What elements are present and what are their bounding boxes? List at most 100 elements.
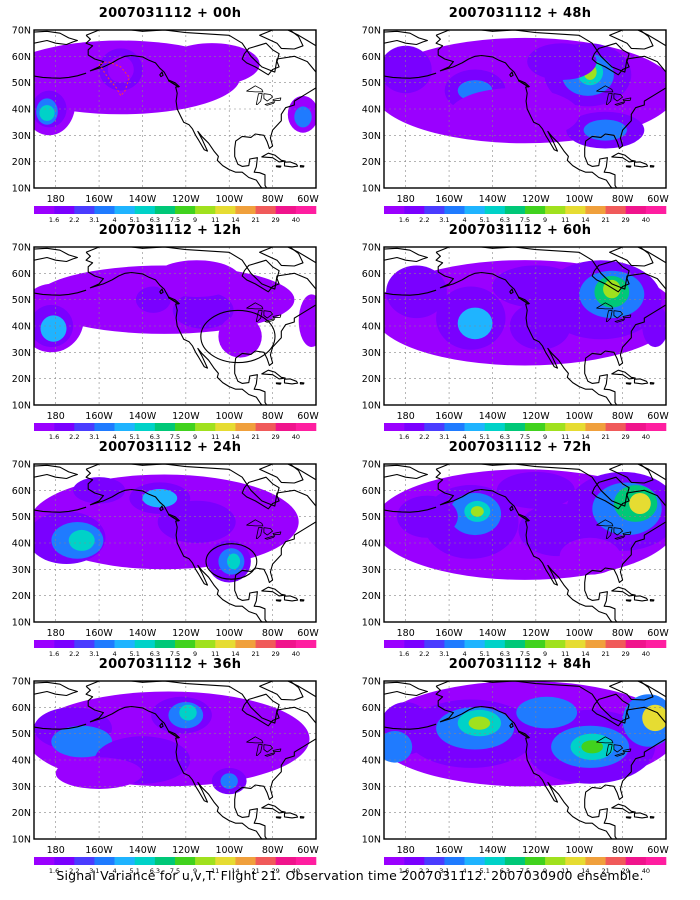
lon-tick-label: 180 bbox=[47, 845, 65, 856]
variance-contour bbox=[179, 704, 197, 721]
colorbar-swatch bbox=[235, 206, 256, 214]
lat-tick-label: 10N bbox=[12, 184, 31, 195]
coastline bbox=[625, 382, 632, 385]
colorbar-label: 21 bbox=[251, 216, 259, 224]
colorbar-label: 2.2 bbox=[419, 867, 429, 875]
colorbar-swatch bbox=[444, 640, 465, 648]
lat-tick-label: 10N bbox=[362, 618, 381, 629]
colorbar-label: 21 bbox=[601, 650, 609, 658]
colorbar-swatch bbox=[175, 857, 196, 865]
colorbar-label: 2.2 bbox=[69, 216, 79, 224]
map-panel: 2007031112 + 24h 70N 60N 50N 40N 30N 20N 10N 180… bbox=[0, 440, 340, 660]
lon-tick-label: 80W bbox=[612, 411, 634, 422]
colorbar-label: 2.2 bbox=[419, 650, 429, 658]
colorbar-swatch bbox=[94, 857, 115, 865]
colorbar-swatch bbox=[525, 857, 546, 865]
colorbar-swatch bbox=[504, 640, 526, 648]
coastline bbox=[605, 527, 613, 539]
map-frame bbox=[383, 29, 667, 189]
coastline bbox=[264, 101, 276, 106]
variance-contour bbox=[629, 493, 651, 514]
colorbar-label: 1.6 bbox=[49, 216, 59, 224]
colorbar-label: 40 bbox=[642, 216, 650, 224]
lon-tick-label: 180 bbox=[397, 194, 415, 205]
lat-tick-label: 60N bbox=[12, 52, 31, 63]
colorbar-label: 4 bbox=[113, 650, 117, 658]
colorbar-label: 5.1 bbox=[130, 433, 140, 441]
colorbar-label: 11 bbox=[561, 867, 569, 875]
colorbar-swatch bbox=[295, 857, 317, 865]
map-frame bbox=[383, 246, 667, 406]
colorbar-swatch bbox=[645, 206, 667, 214]
coastline bbox=[509, 722, 514, 729]
coastline bbox=[275, 165, 282, 168]
variance-contour bbox=[468, 716, 491, 730]
colorbar-swatch bbox=[424, 640, 445, 648]
coastline bbox=[613, 744, 623, 753]
colorbar-label: 11 bbox=[211, 433, 219, 441]
variance-contour bbox=[39, 105, 55, 121]
coastline bbox=[384, 247, 428, 263]
coastline bbox=[614, 101, 626, 106]
coastline bbox=[283, 595, 299, 602]
lat-tick-label: 40N bbox=[362, 539, 381, 550]
lat-tick-label: 60N bbox=[12, 703, 31, 714]
colorbar-label: 4 bbox=[463, 650, 467, 658]
colorbar-label: 40 bbox=[292, 650, 300, 658]
lat-tick-label: 20N bbox=[362, 808, 381, 819]
lat-tick-label: 50N bbox=[12, 512, 31, 523]
coastline bbox=[517, 514, 529, 522]
colorbar-label: 9 bbox=[193, 433, 197, 441]
coastline bbox=[622, 314, 632, 318]
coastline bbox=[668, 513, 681, 525]
colorbar-label: 29 bbox=[272, 650, 280, 658]
coastline bbox=[318, 296, 331, 308]
coastline bbox=[318, 730, 331, 742]
coastline bbox=[435, 247, 666, 405]
coastline bbox=[633, 812, 649, 819]
lat-tick-label: 20N bbox=[362, 591, 381, 602]
lon-tick-label: 100W bbox=[565, 845, 593, 856]
lon-tick-label: 100W bbox=[215, 194, 243, 205]
colorbar-swatch bbox=[605, 640, 627, 648]
lat-tick-label: 60N bbox=[362, 703, 381, 714]
lat-tick-label: 70N bbox=[12, 460, 31, 471]
colorbar-swatch bbox=[464, 640, 486, 648]
coastline bbox=[259, 464, 304, 484]
colorbar-swatch bbox=[545, 857, 566, 865]
target-circle bbox=[200, 309, 276, 364]
colorbar-swatch bbox=[585, 206, 606, 214]
lon-tick-label: 160W bbox=[435, 845, 463, 856]
map-panel: 2007031112 + 36h 70N 60N 50N 40N 30N 20N 10N 180… bbox=[0, 657, 340, 877]
colorbar-label: 14 bbox=[581, 433, 589, 441]
lat-tick-label: 20N bbox=[12, 157, 31, 168]
lon-tick-label: 180 bbox=[47, 628, 65, 639]
lon-tick-label: 80W bbox=[612, 628, 634, 639]
colorbar-swatch bbox=[235, 640, 256, 648]
lat-tick-label: 40N bbox=[362, 756, 381, 767]
colorbar-swatch bbox=[255, 206, 277, 214]
map-frame bbox=[33, 246, 317, 406]
colorbar-swatch bbox=[565, 640, 586, 648]
coastline bbox=[241, 693, 280, 727]
lon-tick-label: 100W bbox=[565, 411, 593, 422]
colorbar-label: 29 bbox=[622, 433, 630, 441]
variance-contour bbox=[51, 725, 113, 758]
coastline bbox=[272, 97, 282, 101]
colorbar-label: 21 bbox=[251, 650, 259, 658]
coastline bbox=[246, 736, 264, 744]
coastline bbox=[159, 71, 164, 78]
colorbar-swatch bbox=[645, 423, 667, 431]
coastline bbox=[517, 297, 529, 305]
map-plot: 70N 60N 50N 40N 30N 20N 10N 180 160W 140W 120W 100W… bbox=[362, 26, 670, 225]
panel-title: 2007031112 + 00h bbox=[98, 6, 242, 21]
coastline bbox=[318, 513, 331, 525]
colorbar-swatch bbox=[235, 857, 256, 865]
coastline bbox=[384, 723, 437, 730]
lat-tick-label: 40N bbox=[362, 105, 381, 116]
coastline bbox=[614, 752, 626, 757]
lon-tick-label: 80W bbox=[262, 411, 284, 422]
lat-tick-label: 60N bbox=[362, 52, 381, 63]
lat-tick-label: 20N bbox=[12, 591, 31, 602]
colorbar-label: 2.2 bbox=[69, 867, 79, 875]
